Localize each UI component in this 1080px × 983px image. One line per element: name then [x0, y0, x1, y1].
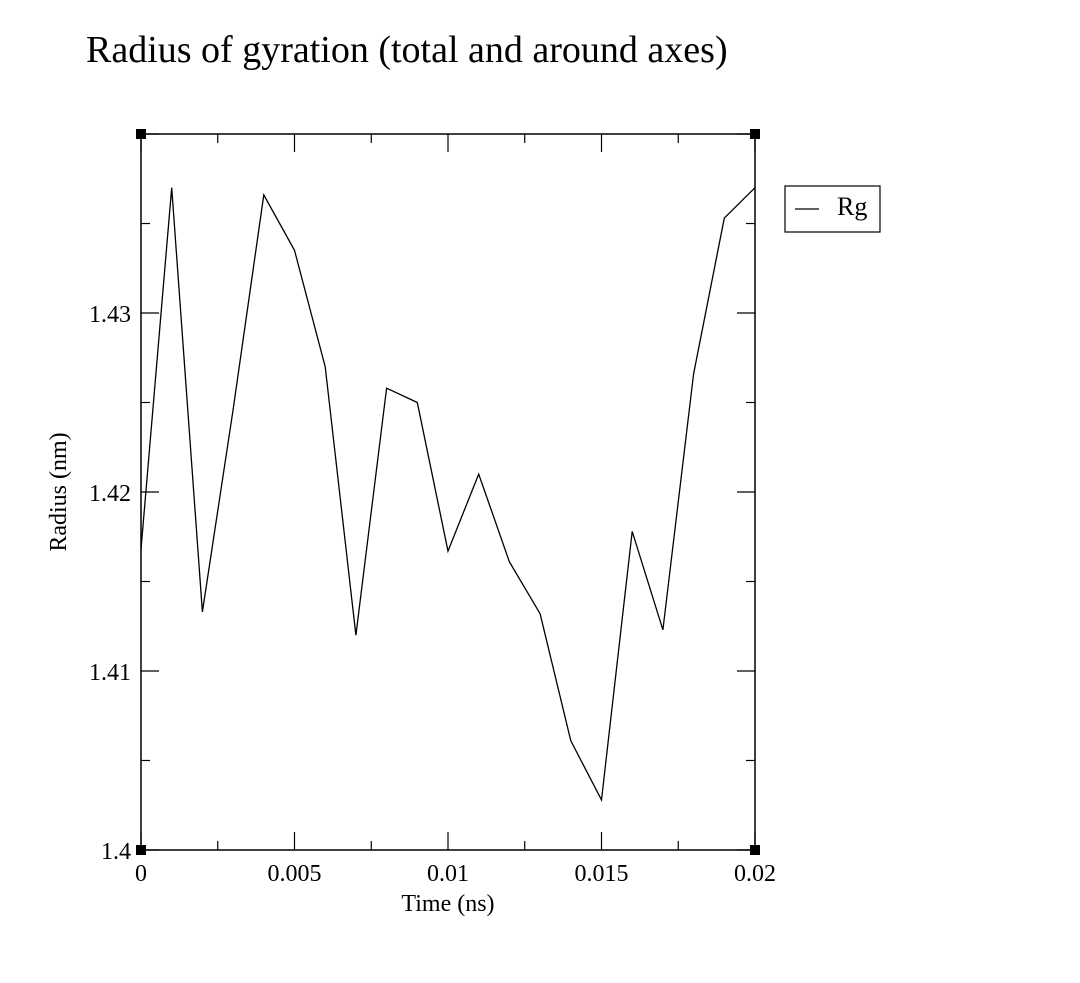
x-tick-label: 0.005	[268, 861, 322, 887]
y-tick-label: 1.4	[101, 839, 131, 865]
x-tick-label: 0.015	[575, 861, 629, 887]
series-line-rg	[140, 187, 756, 803]
y-axis-label: Radius (nm)	[46, 432, 72, 551]
x-axis-label: Time (ns)	[401, 891, 494, 917]
legend: Rg	[784, 185, 881, 233]
x-tick-label: 0.02	[734, 861, 776, 887]
plot-border	[140, 133, 756, 851]
x-tick-label: 0	[135, 861, 147, 887]
axis-ticks	[140, 133, 756, 851]
x-tick-label: 0.01	[427, 861, 469, 887]
legend-label-rg: Rg	[837, 192, 867, 221]
chart-title: Radius of gyration (total and around axe…	[86, 29, 728, 71]
series-layer	[140, 187, 756, 803]
y-tick-label: 1.42	[89, 481, 131, 507]
plot-area	[136, 129, 760, 855]
y-tick-label: 1.41	[89, 660, 131, 686]
y-tick-label: 1.43	[89, 302, 131, 328]
axis-tick-labels: 0 0.005 0.01 0.015 0.02 1.4 1.41 1.42 1.43	[89, 302, 776, 887]
